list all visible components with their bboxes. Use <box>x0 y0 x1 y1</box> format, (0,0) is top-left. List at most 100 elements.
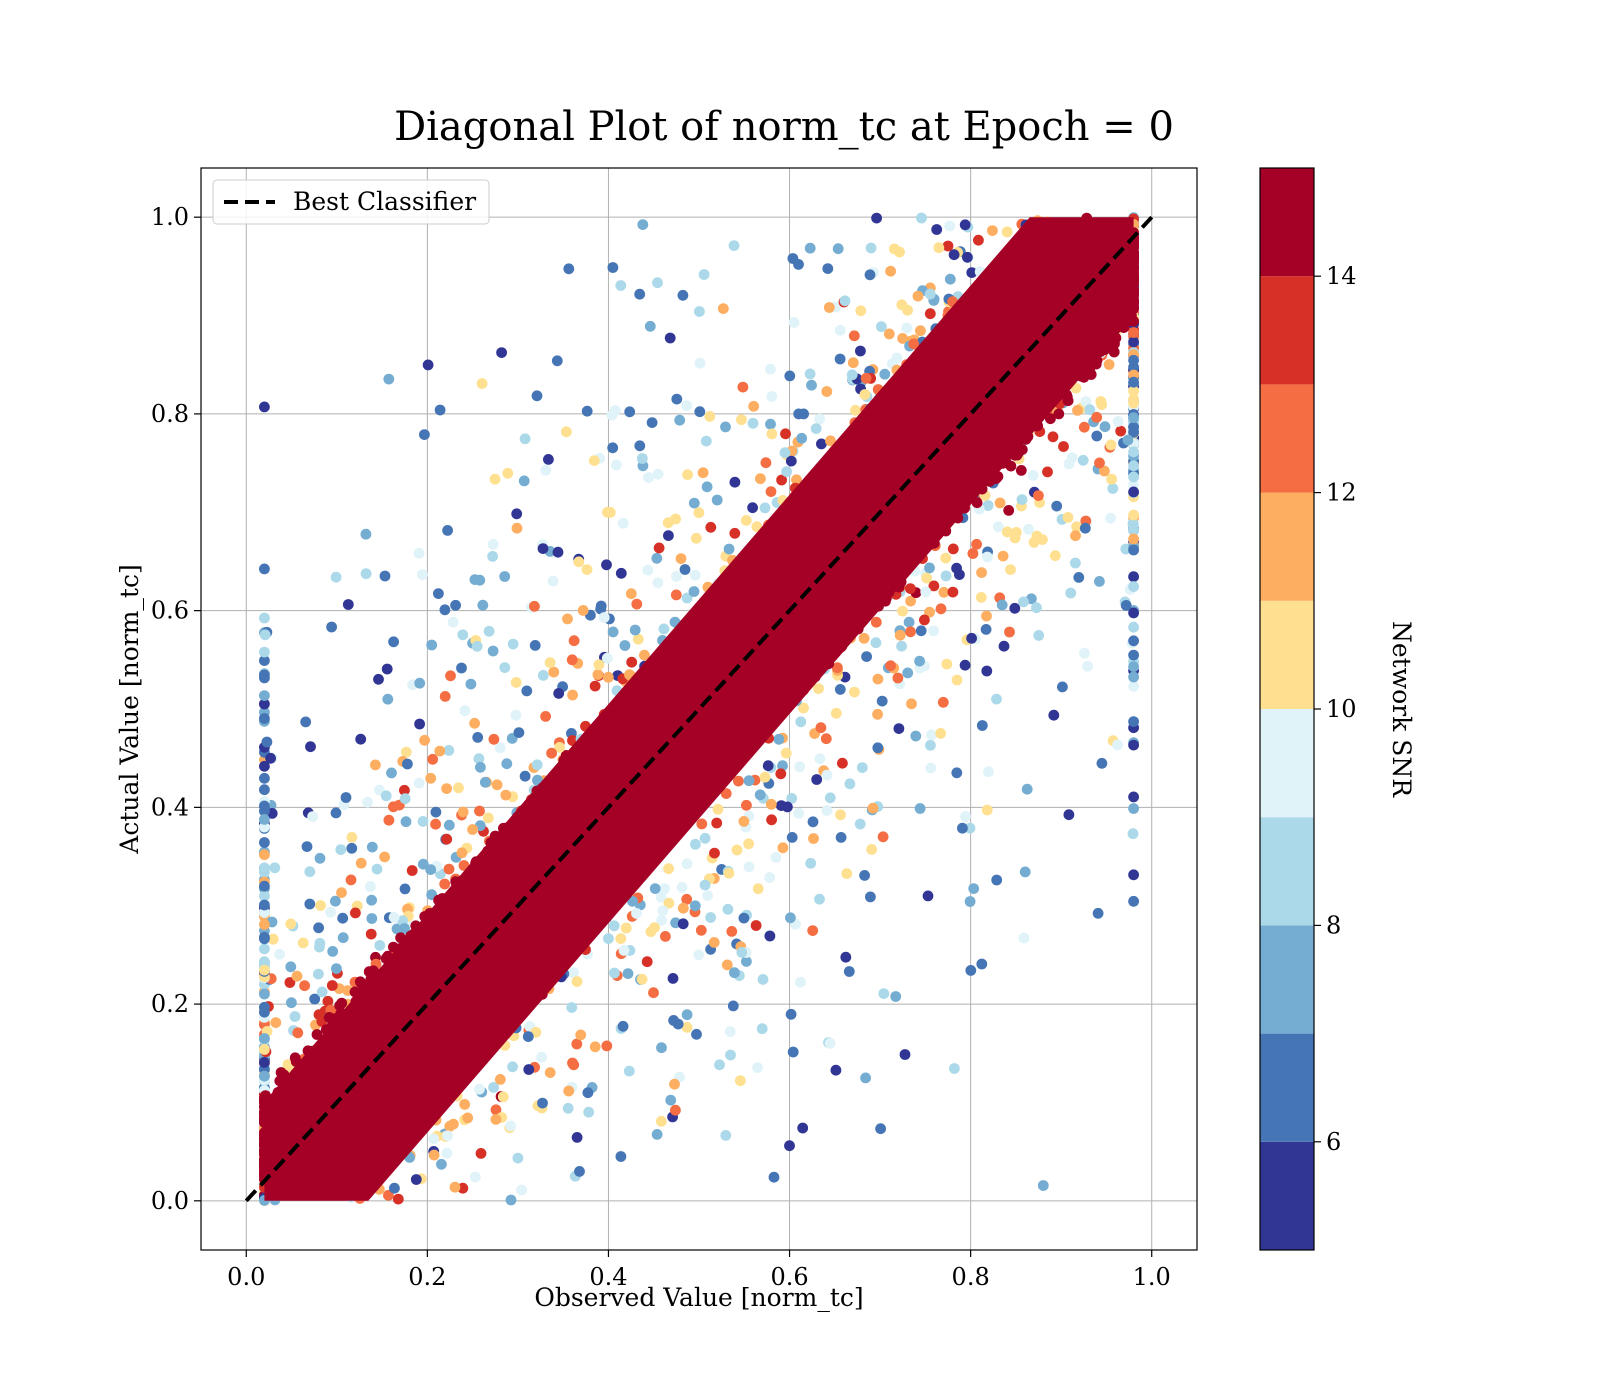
scatter-point <box>981 804 993 816</box>
dense-band-point <box>419 911 431 922</box>
scatter-point <box>494 742 506 754</box>
scatter-point <box>259 1057 270 1068</box>
dense-band-point <box>673 803 685 815</box>
dense-band-point <box>799 676 811 688</box>
scatter-point <box>1128 376 1139 388</box>
dense-band-point <box>453 894 464 905</box>
scatter-point <box>864 269 876 281</box>
legend-label: Best Classifier <box>293 187 476 216</box>
scatter-point <box>924 606 935 618</box>
scatter-point <box>748 400 760 412</box>
scatter-point <box>330 571 342 583</box>
scatter-point <box>500 789 512 801</box>
scatter-point <box>823 302 835 313</box>
scatter-point <box>282 1059 294 1070</box>
dense-band-point <box>590 897 602 908</box>
scatter-point <box>456 662 467 674</box>
scatter-point <box>859 389 871 400</box>
scatter-point <box>765 486 777 497</box>
dense-band-point <box>654 838 666 849</box>
dense-band-point <box>937 343 949 355</box>
dense-band-point <box>959 502 970 514</box>
scatter-point <box>776 474 787 486</box>
dense-band-point <box>579 896 591 908</box>
scatter-point <box>259 1001 270 1013</box>
dense-band-point <box>763 721 774 733</box>
colorbar-segment <box>1260 600 1314 709</box>
scatter-point <box>476 378 488 389</box>
dense-band-point <box>837 468 848 480</box>
scatter-point <box>991 874 1003 886</box>
scatter-point <box>632 633 644 645</box>
scatter-point <box>959 219 971 231</box>
scatter-point <box>350 907 361 919</box>
dense-band-point <box>895 576 907 588</box>
scatter-point <box>259 943 270 955</box>
scatter-point <box>1078 421 1090 433</box>
scatter-point <box>1128 581 1139 592</box>
scatter-point <box>844 778 856 790</box>
scatter-point <box>928 625 939 637</box>
scatter-point <box>915 325 926 337</box>
dense-band-point <box>714 768 725 780</box>
scatter-point <box>381 663 393 675</box>
scatter-point <box>705 521 717 533</box>
scatter-point <box>379 570 391 582</box>
scatter-point <box>442 1130 453 1142</box>
dense-band-point <box>986 291 997 303</box>
scatter-point <box>499 571 511 582</box>
scatter-point <box>856 762 868 773</box>
scatter-point <box>425 864 437 875</box>
scatter-point <box>855 305 867 317</box>
scatter-point <box>383 814 395 826</box>
y-axis-ticks: 0.0 0.2 0.4 0.6 0.8 1.0 <box>151 203 201 1215</box>
scatter-point <box>547 575 559 587</box>
dense-band-point <box>633 856 645 868</box>
scatter-point <box>704 411 716 422</box>
scatter-point <box>1023 523 1034 535</box>
scatter-point <box>723 867 735 879</box>
scatter-point <box>399 784 410 796</box>
dense-band-point <box>773 524 785 535</box>
scatter-point <box>1099 465 1110 477</box>
dense-band-point <box>492 843 503 855</box>
scatter-point <box>434 745 446 757</box>
scatter-point <box>720 1130 732 1141</box>
scatter-point <box>848 330 860 342</box>
scatter-point <box>1103 359 1115 370</box>
scatter-point <box>890 991 902 1002</box>
scatter-point <box>1096 757 1108 769</box>
dense-band-point <box>1090 358 1102 370</box>
scatter-point <box>915 625 927 637</box>
scatter-point <box>711 494 723 506</box>
scatter-point <box>1112 739 1123 751</box>
dense-band-point <box>498 822 509 834</box>
scatter-point <box>326 621 337 633</box>
scatter-point <box>785 1008 797 1020</box>
dense-band-point <box>1064 372 1076 384</box>
scatter-point <box>360 528 372 540</box>
scatter-point <box>607 626 619 638</box>
scatter-point <box>442 525 453 536</box>
scatter-point <box>270 1017 282 1028</box>
dense-band-point <box>459 1044 471 1055</box>
scatter-point <box>388 636 399 648</box>
scatter-point <box>729 527 741 539</box>
dense-band-point <box>945 497 957 509</box>
scatter-point <box>677 289 689 301</box>
scatter-point <box>700 435 712 447</box>
dense-band-point <box>275 1067 287 1078</box>
scatter-point <box>712 803 724 815</box>
scatter-point <box>568 967 579 978</box>
scatter-point <box>835 809 846 821</box>
scatter-point <box>574 1166 585 1177</box>
scatter-point <box>1094 576 1105 587</box>
dense-band-point <box>1019 260 1030 271</box>
scatter-point <box>457 806 469 818</box>
dense-band-point <box>411 933 423 945</box>
scatter-point <box>491 779 503 791</box>
dense-band-point <box>651 679 662 690</box>
scatter-point <box>1106 473 1117 485</box>
scatter-point <box>691 1028 702 1040</box>
y-tick-label: 0.0 <box>151 1187 189 1215</box>
